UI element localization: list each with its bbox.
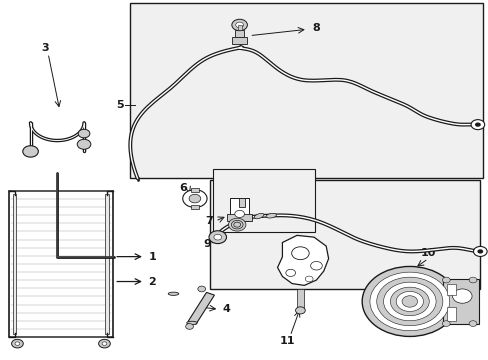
Circle shape [383, 282, 435, 321]
Bar [296, 289, 303, 310]
Bar [237, 25, 241, 30]
Polygon shape [188, 292, 214, 324]
Circle shape [369, 272, 449, 331]
Text: 7: 7 [205, 216, 213, 226]
Bar [446, 284, 455, 295]
Circle shape [468, 321, 476, 327]
Ellipse shape [254, 213, 264, 219]
Circle shape [235, 22, 243, 28]
Circle shape [442, 277, 449, 283]
Circle shape [468, 277, 476, 283]
Bar [191, 205, 199, 209]
Ellipse shape [265, 213, 276, 218]
Circle shape [401, 296, 417, 307]
Ellipse shape [186, 321, 197, 324]
Bar [212, 169, 314, 232]
Circle shape [452, 289, 471, 303]
Polygon shape [277, 235, 328, 285]
Text: 8: 8 [312, 23, 320, 33]
Circle shape [310, 261, 322, 270]
Circle shape [12, 339, 23, 348]
Circle shape [78, 129, 90, 138]
Circle shape [23, 146, 38, 157]
Circle shape [99, 339, 110, 348]
Text: 11: 11 [279, 336, 294, 346]
Text: 1: 1 [148, 252, 156, 262]
Circle shape [362, 266, 457, 337]
Bar [234, 30, 244, 37]
Bar [210, 180, 479, 289]
Bar [191, 188, 199, 192]
Circle shape [234, 210, 244, 217]
Circle shape [185, 324, 193, 329]
Bar [9, 191, 113, 337]
Text: 9: 9 [203, 239, 211, 249]
Circle shape [213, 234, 221, 240]
Circle shape [295, 307, 305, 314]
Circle shape [189, 194, 201, 203]
Circle shape [442, 321, 449, 327]
Text: 4: 4 [222, 304, 230, 314]
Circle shape [476, 249, 482, 253]
Bar [227, 214, 251, 221]
Circle shape [77, 139, 91, 149]
Circle shape [472, 247, 486, 256]
Circle shape [376, 277, 442, 326]
Circle shape [395, 292, 423, 311]
Bar [13, 194, 17, 334]
Text: 2: 2 [148, 276, 156, 287]
Bar [105, 194, 109, 334]
Circle shape [470, 120, 484, 130]
Bar [130, 3, 482, 178]
Bar [231, 37, 247, 44]
Bar [229, 198, 249, 221]
Circle shape [231, 19, 247, 31]
Circle shape [389, 287, 428, 316]
Text: 3: 3 [41, 43, 49, 53]
Text: 5: 5 [116, 100, 123, 110]
Text: 6: 6 [179, 183, 187, 193]
Circle shape [474, 122, 480, 127]
Bar [446, 307, 455, 321]
Circle shape [183, 190, 206, 207]
Bar [238, 198, 245, 207]
Text: 10: 10 [420, 248, 435, 258]
Circle shape [231, 220, 243, 229]
Circle shape [228, 218, 245, 231]
Circle shape [291, 247, 308, 260]
Circle shape [102, 342, 107, 345]
Ellipse shape [168, 292, 179, 295]
Circle shape [208, 231, 226, 244]
Circle shape [198, 286, 205, 292]
Circle shape [285, 269, 295, 276]
Circle shape [15, 342, 20, 345]
Bar [442, 279, 478, 324]
Circle shape [305, 276, 312, 282]
Circle shape [233, 222, 240, 227]
